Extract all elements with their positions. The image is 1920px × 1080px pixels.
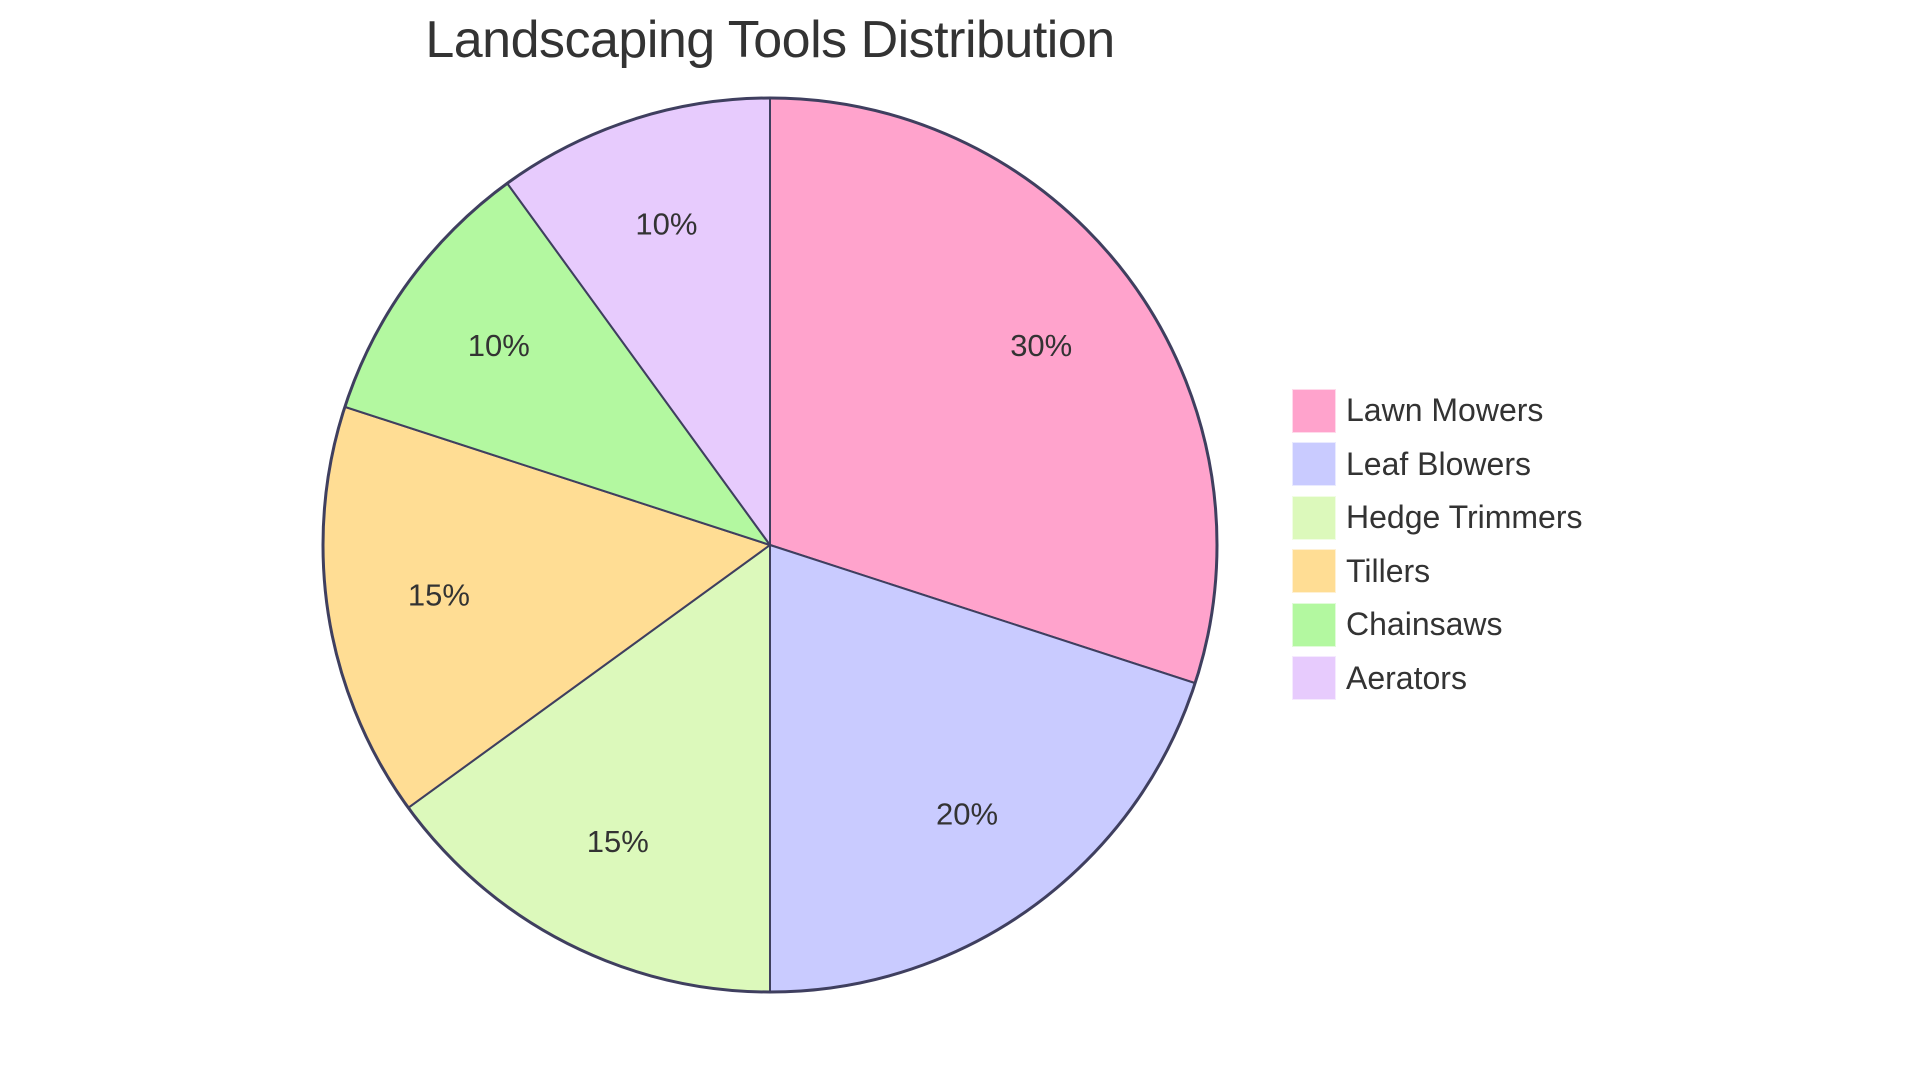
legend-swatch bbox=[1292, 656, 1336, 701]
slice-percent-label: 30% bbox=[1010, 328, 1072, 363]
legend-swatch bbox=[1292, 388, 1336, 433]
legend-swatch bbox=[1292, 602, 1336, 647]
legend-item-tillers[interactable]: Tillers bbox=[1292, 545, 1583, 599]
slice-percent-label: 10% bbox=[635, 206, 697, 241]
legend-item-lawn-mowers[interactable]: Lawn Mowers bbox=[1292, 384, 1583, 438]
legend-swatch bbox=[1292, 442, 1336, 487]
legend-item-aerators[interactable]: Aerators bbox=[1292, 652, 1583, 706]
legend-item-leaf-blowers[interactable]: Leaf Blowers bbox=[1292, 438, 1583, 492]
legend-item-chainsaws[interactable]: Chainsaws bbox=[1292, 598, 1583, 652]
legend-label: Aerators bbox=[1346, 659, 1467, 696]
pie-outline bbox=[321, 96, 1219, 994]
legend-label: Hedge Trimmers bbox=[1346, 499, 1583, 536]
legend-item-hedge-trimmers[interactable]: Hedge Trimmers bbox=[1292, 491, 1583, 545]
slice-percent-label: 20% bbox=[936, 796, 998, 831]
slice-percent-label: 15% bbox=[587, 824, 649, 859]
legend-swatch bbox=[1292, 495, 1336, 540]
legend: Lawn Mowers Leaf Blowers Hedge Trimmers … bbox=[1292, 384, 1583, 705]
legend-label: Tillers bbox=[1346, 552, 1431, 589]
slice-percent-label: 10% bbox=[468, 328, 530, 363]
pie-slice-labels: 30% 20% 15% 15% 10% 10% bbox=[408, 206, 1072, 859]
legend-label: Leaf Blowers bbox=[1346, 445, 1531, 482]
legend-label: Lawn Mowers bbox=[1346, 392, 1544, 429]
pie-slices bbox=[321, 96, 1219, 994]
slice-percent-label: 15% bbox=[408, 578, 470, 613]
legend-swatch bbox=[1292, 549, 1336, 594]
legend-label: Chainsaws bbox=[1346, 606, 1503, 643]
chart-title: Landscaping Tools Distribution bbox=[425, 11, 1115, 69]
